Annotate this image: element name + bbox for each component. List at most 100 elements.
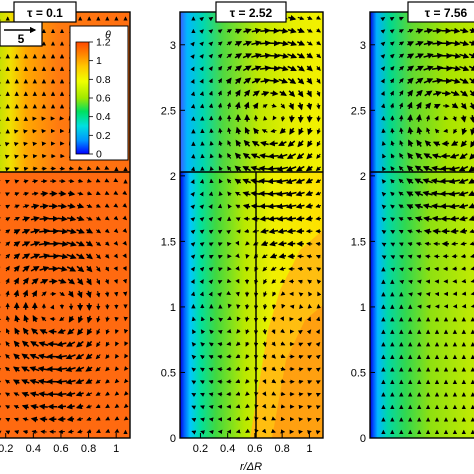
- velocity-vector: [55, 378, 68, 385]
- velocity-vector: [416, 139, 423, 148]
- velocity-vector: [85, 404, 92, 409]
- velocity-vector: [390, 166, 395, 171]
- velocity-vector: [191, 354, 197, 360]
- velocity-vector: [380, 90, 385, 96]
- velocity-vector: [21, 391, 30, 398]
- velocity-vector: [315, 203, 322, 209]
- velocity-vector: [217, 354, 223, 360]
- velocity-vector: [95, 228, 102, 234]
- velocity-vector: [406, 191, 414, 197]
- velocity-vector: [66, 266, 77, 272]
- velocity-vector: [200, 354, 205, 360]
- velocity-vector: [434, 115, 439, 121]
- velocity-vector: [65, 366, 76, 372]
- velocity-vector: [298, 379, 304, 385]
- velocity-vector: [263, 278, 268, 285]
- velocity-vector: [245, 253, 250, 259]
- velocity-vector: [277, 52, 289, 59]
- velocity-vector: [95, 253, 101, 260]
- velocity-vector: [226, 165, 232, 172]
- velocity-vector: [217, 392, 223, 397]
- velocity-vector: [315, 367, 321, 372]
- velocity-vector: [279, 278, 286, 283]
- velocity-vector: [217, 292, 222, 297]
- velocity-vector: [316, 279, 322, 285]
- velocity-vector: [114, 378, 120, 384]
- velocity-vector: [306, 254, 313, 259]
- velocity-vector: [199, 41, 204, 47]
- velocity-vector: [4, 179, 10, 184]
- velocity-vector: [307, 392, 313, 397]
- velocity-vector: [305, 215, 313, 222]
- velocity-vector: [208, 279, 214, 285]
- velocity-vector: [226, 341, 232, 346]
- velocity-vector: [32, 179, 39, 184]
- velocity-vector: [227, 127, 232, 135]
- velocity-vector: [56, 240, 69, 247]
- velocity-vector: [208, 267, 214, 272]
- velocity-vector: [460, 102, 467, 110]
- velocity-vector: [459, 227, 468, 234]
- velocity-vector: [315, 417, 321, 423]
- velocity-vector: [470, 127, 474, 136]
- velocity-vector: [315, 178, 322, 183]
- velocity-vector: [423, 215, 432, 222]
- velocity-vector: [287, 27, 297, 34]
- velocity-vector: [218, 140, 223, 146]
- velocity-vector: [105, 341, 110, 347]
- velocity-vector: [406, 178, 414, 185]
- velocity-vector: [390, 127, 395, 134]
- velocity-vector: [226, 328, 232, 334]
- velocity-vector: [288, 90, 296, 97]
- velocity-vector: [406, 217, 413, 222]
- velocity-vector: [245, 304, 250, 310]
- velocity-vector: [245, 366, 250, 372]
- velocity-vector: [208, 78, 213, 84]
- panel-middle: 0 0.5 1 1.5 2 2.5 3 0.2 0.4 0.6 0.8 1 τ = 2.52 r/Δ…: [161, 1, 324, 473]
- velocity-vector: [218, 127, 223, 134]
- velocity-vector: [114, 366, 120, 372]
- velocity-vector: [460, 241, 467, 246]
- velocity-vector: [316, 78, 321, 84]
- velocity-vector: [226, 229, 232, 235]
- velocity-vector: [406, 53, 415, 60]
- velocity-vector: [190, 78, 195, 84]
- velocity-vector: [399, 280, 405, 285]
- velocity-vector: [259, 215, 270, 222]
- velocity-vector: [468, 165, 474, 172]
- velocity-vector: [39, 329, 48, 335]
- velocity-vector: [286, 153, 297, 159]
- velocity-vector: [76, 416, 83, 422]
- velocity-vector: [271, 316, 276, 322]
- velocity-vector: [75, 403, 84, 410]
- velocity-vector: [114, 403, 120, 409]
- velocity-vector: [5, 217, 11, 222]
- velocity-vector: [114, 416, 120, 421]
- velocity-vector: [286, 228, 296, 235]
- velocity-vector: [86, 191, 93, 196]
- velocity-vector: [5, 229, 11, 234]
- velocity-vector: [315, 166, 321, 171]
- velocity-vector: [296, 228, 305, 235]
- velocity-vector: [469, 228, 474, 234]
- velocity-vector: [251, 140, 260, 147]
- velocity-vector: [245, 403, 250, 409]
- x-tick-label: 0.4: [26, 443, 41, 455]
- velocity-vector: [199, 204, 205, 210]
- velocity-vector: [399, 90, 404, 97]
- velocity-vector: [306, 90, 312, 98]
- velocity-vector: [262, 341, 267, 348]
- velocity-vector: [105, 428, 111, 433]
- velocity-vector: [243, 28, 252, 34]
- velocity-vector: [55, 353, 68, 360]
- y-tick-label: 0.5: [351, 367, 366, 379]
- velocity-vector: [234, 89, 241, 97]
- velocity-vector: [315, 354, 321, 360]
- velocity-vector: [390, 230, 396, 235]
- panel-left: 0.2 0.4 0.6 0.8 1 τ = 0.1 5 θ 1.2 1 0.8 0.6 0.4 0…: [0, 1, 131, 455]
- velocity-vector: [22, 277, 29, 285]
- velocity-vector: [315, 191, 322, 196]
- velocity-vector: [30, 216, 40, 222]
- velocity-vector: [209, 329, 214, 335]
